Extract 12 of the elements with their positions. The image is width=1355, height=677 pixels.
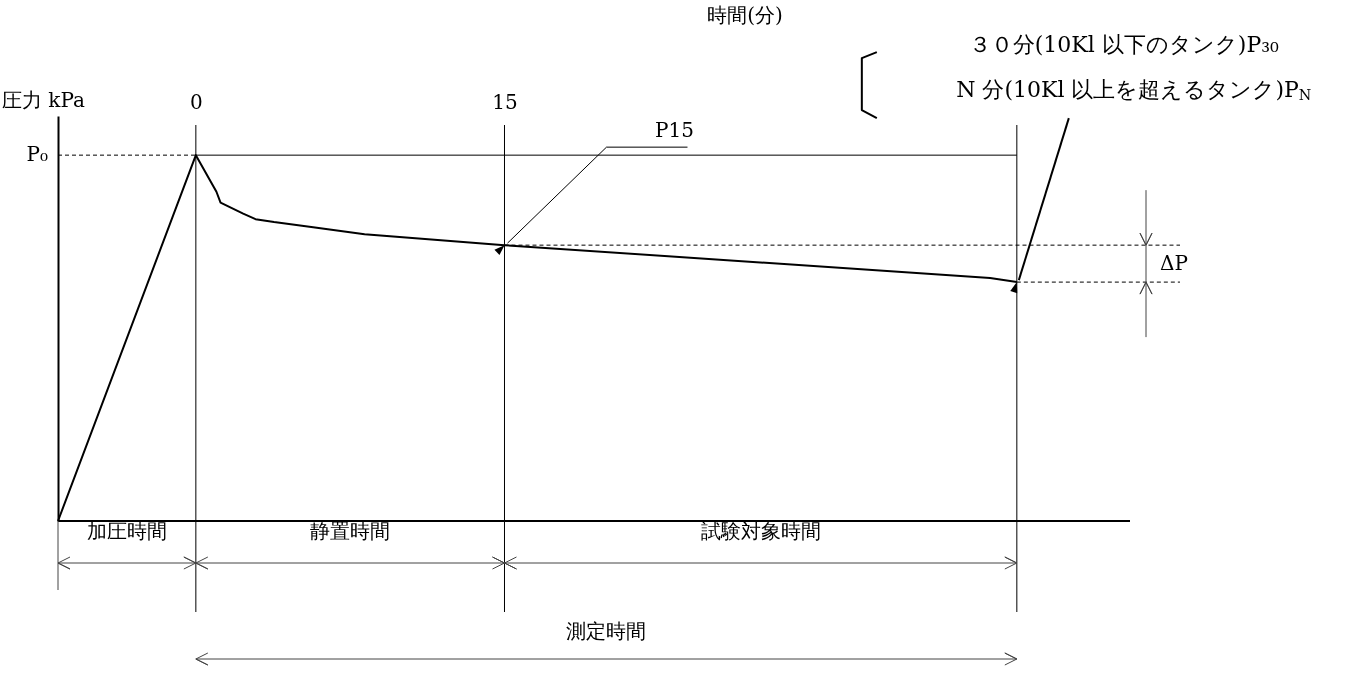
text: 測定時間: [566, 619, 647, 643]
annotation: 静置時間: [310, 519, 391, 543]
annotation: 試験対象時間: [700, 519, 821, 543]
annotation: 加圧時間: [86, 519, 167, 543]
y-axis-title: 圧力 kPa: [2, 88, 86, 112]
text: ΔP: [1160, 250, 1188, 275]
text: ３０分(10Kl 以下のタンク)P₃₀: [968, 32, 1279, 58]
x-tick-label: 15: [492, 89, 518, 114]
x-axis-title: 時間(分): [707, 3, 783, 27]
ref-line-label: P₀: [26, 142, 48, 167]
x-tick-label: 0: [189, 89, 203, 114]
annotation: P15: [655, 118, 694, 143]
